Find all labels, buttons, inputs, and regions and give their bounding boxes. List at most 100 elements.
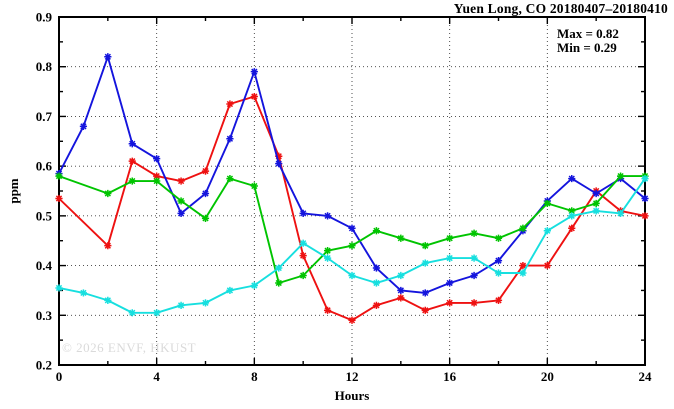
watermark: © 2026 ENVF, HKUST <box>62 340 197 355</box>
data-point-marker-red-day <box>250 92 258 101</box>
data-point-marker-blue-day <box>177 209 185 217</box>
x-axis-title: Hours <box>334 388 370 403</box>
data-point-marker-red-day <box>519 261 527 270</box>
data-point-marker-green-day <box>470 229 478 237</box>
data-point-marker-red-day <box>275 152 283 160</box>
data-point-marker-blue-day <box>372 264 381 272</box>
data-point-marker-green-day <box>128 177 136 185</box>
data-point-marker-cyan-day <box>201 299 210 307</box>
data-point-marker-cyan-day <box>543 227 551 235</box>
data-point-marker-green-day <box>519 224 527 232</box>
data-point-marker-cyan-day <box>226 286 234 295</box>
data-point-marker-red-day <box>348 316 356 324</box>
data-point-marker-cyan-day <box>568 212 576 220</box>
data-point-marker-blue-day <box>568 174 576 183</box>
data-point-marker-red-day <box>568 224 576 232</box>
data-point-marker-blue-day <box>397 286 405 295</box>
data-point-marker-red-day <box>104 242 112 250</box>
data-point-marker-green-day <box>226 174 234 183</box>
chart-title: Yuen Long, CO 20180407–20180410 <box>453 1 668 16</box>
data-point-marker-blue-day <box>250 68 258 76</box>
y-tick-label: 0.7 <box>36 109 53 124</box>
data-point-marker-blue-day <box>348 224 356 232</box>
data-point-marker-blue-day <box>641 194 649 203</box>
data-point-marker-red-day <box>446 299 454 307</box>
data-point-marker-cyan-day <box>421 259 429 267</box>
x-tick-label: 4 <box>153 369 160 384</box>
data-point-marker-blue-day <box>153 155 161 163</box>
data-point-marker-green-day <box>55 172 63 180</box>
series-line-green-day <box>58 175 645 284</box>
series-line-red-day <box>58 95 646 322</box>
data-point-marker-green-day <box>201 214 210 222</box>
y-tick-label: 0.5 <box>36 208 53 223</box>
y-tick-label: 0.8 <box>36 59 53 74</box>
data-point-marker-cyan-day <box>641 174 649 183</box>
data-point-marker-cyan-day <box>177 301 185 309</box>
data-point-marker-cyan-day <box>519 269 527 277</box>
y-tick-label: 0.2 <box>36 358 52 373</box>
data-point-marker-cyan-day <box>616 209 625 217</box>
data-point-marker-cyan-day <box>153 309 161 317</box>
data-point-marker-blue-day <box>592 189 600 198</box>
data-point-marker-red-day <box>397 294 405 302</box>
data-point-marker-red-day <box>201 167 210 175</box>
y-tick-label: 0.9 <box>36 10 53 25</box>
data-point-marker-blue-day <box>201 189 210 198</box>
data-point-marker-green-day <box>397 234 405 242</box>
data-point-marker-red-day <box>226 100 234 108</box>
data-point-marker-blue-day <box>494 257 503 265</box>
data-point-marker-green-day <box>372 227 381 235</box>
data-point-marker-cyan-day <box>275 264 283 272</box>
data-point-marker-red-day <box>299 252 307 260</box>
data-point-marker-cyan-day <box>592 207 600 215</box>
y-tick-label: 0.6 <box>36 159 53 174</box>
data-point-marker-cyan-day <box>79 289 88 297</box>
data-point-marker-blue-day <box>446 279 454 287</box>
data-point-marker-green-day <box>494 234 503 242</box>
data-point-marker-green-day <box>250 182 258 190</box>
data-point-marker-green-day <box>323 247 332 255</box>
data-point-marker-cyan-day <box>470 254 478 262</box>
data-point-marker-cyan-day <box>397 271 405 280</box>
data-point-marker-red-day <box>153 172 161 180</box>
data-point-marker-cyan-day <box>104 296 112 304</box>
data-point-marker-green-day <box>275 279 283 287</box>
data-point-marker-green-day <box>592 199 600 208</box>
data-point-marker-cyan-day <box>372 279 381 287</box>
data-point-marker-cyan-day <box>446 254 454 262</box>
data-point-marker-blue-day <box>275 160 283 168</box>
data-point-marker-red-day <box>177 177 185 185</box>
data-point-marker-green-day <box>177 197 185 205</box>
data-point-marker-cyan-day <box>55 284 63 292</box>
data-point-marker-green-day <box>616 172 625 180</box>
max-value-label: Max = 0.82 <box>557 26 619 41</box>
data-point-marker-red-day <box>128 157 136 165</box>
x-tick-label: 20 <box>541 369 554 384</box>
data-point-marker-green-day <box>153 177 161 185</box>
data-point-marker-blue-day <box>421 289 429 297</box>
x-tick-label: 16 <box>443 369 457 384</box>
x-tick-label: 12 <box>346 369 359 384</box>
data-point-marker-cyan-day <box>494 269 503 277</box>
data-point-marker-blue-day <box>128 140 136 148</box>
data-point-marker-red-day <box>543 261 551 270</box>
data-point-marker-cyan-day <box>323 254 332 262</box>
data-point-marker-red-day <box>421 306 429 314</box>
data-point-marker-red-day <box>372 301 381 309</box>
data-point-marker-green-day <box>446 234 454 242</box>
x-tick-label: 8 <box>251 369 258 384</box>
data-point-marker-green-day <box>568 207 576 215</box>
y-tick-label: 0.3 <box>36 308 53 323</box>
data-point-marker-blue-day <box>79 122 88 130</box>
data-point-marker-cyan-day <box>348 271 356 280</box>
data-point-marker-cyan-day <box>250 281 258 290</box>
data-point-marker-green-day <box>299 271 307 280</box>
data-point-marker-cyan-day <box>299 239 307 247</box>
data-point-marker-blue-day <box>104 53 112 61</box>
data-point-marker-green-day <box>348 242 356 250</box>
data-point-marker-red-day <box>55 194 63 203</box>
data-point-marker-red-day <box>323 306 332 314</box>
